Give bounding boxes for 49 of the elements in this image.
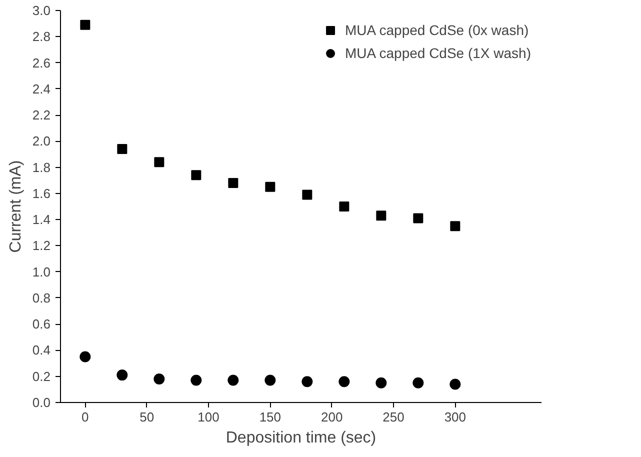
y-tick-label: 0.2 [32, 368, 51, 384]
point [265, 182, 276, 192]
y-tick-label: 0.6 [32, 316, 51, 332]
y-tick-label: 2.2 [32, 108, 51, 123]
x-tick-label: 0 [82, 410, 89, 424]
x-tick-label: 300 [444, 410, 466, 424]
point [80, 20, 90, 30]
y-tick-label: 1.6 [32, 186, 51, 201]
point [339, 202, 350, 212]
x-tick-label: 150 [259, 410, 282, 424]
point [450, 221, 460, 232]
y-tick-label: 0.8 [32, 290, 51, 306]
y-tick-label: 0.4 [32, 342, 51, 358]
point [80, 351, 91, 362]
x-tick-label: 50 [140, 410, 154, 424]
point [117, 144, 128, 154]
y-tick-label: 2.0 [32, 134, 51, 149]
point [376, 377, 387, 388]
x-axis-title: Deposition time (sec) [226, 430, 376, 446]
y-tick-label: 2.8 [32, 29, 51, 44]
y-axis-title: Current (mA) [7, 160, 24, 253]
y-tick-label: 1.8 [32, 160, 51, 175]
point [413, 213, 424, 224]
x-tick-label: 200 [320, 410, 343, 424]
point [450, 378, 461, 390]
point [154, 157, 164, 168]
point [191, 170, 202, 180]
point [376, 210, 386, 221]
y-tick-label: 1.2 [32, 238, 51, 254]
y-tick-label: 2.4 [32, 81, 51, 96]
point [228, 178, 238, 188]
y-tick-label: 2.6 [32, 55, 51, 70]
point [116, 370, 128, 381]
x-tick-label: 100 [198, 410, 220, 424]
point [302, 376, 313, 388]
point [154, 373, 165, 384]
point [190, 374, 202, 386]
y-tick-label: 0.0 [32, 395, 51, 410]
y-tick-label: 1.4 [32, 212, 51, 228]
y-tick-label: 3.0 [32, 3, 51, 18]
x-tick-label: 250 [382, 410, 404, 424]
legend-label: MUA capped CdSe (1X wash) [345, 45, 531, 61]
point [264, 374, 276, 386]
y-tick-label: 1.0 [32, 264, 51, 280]
point [412, 377, 424, 388]
point [302, 190, 312, 200]
point [338, 376, 350, 388]
point [228, 374, 239, 386]
legend-label: MUA capped CdSe (0x wash) [345, 22, 529, 38]
